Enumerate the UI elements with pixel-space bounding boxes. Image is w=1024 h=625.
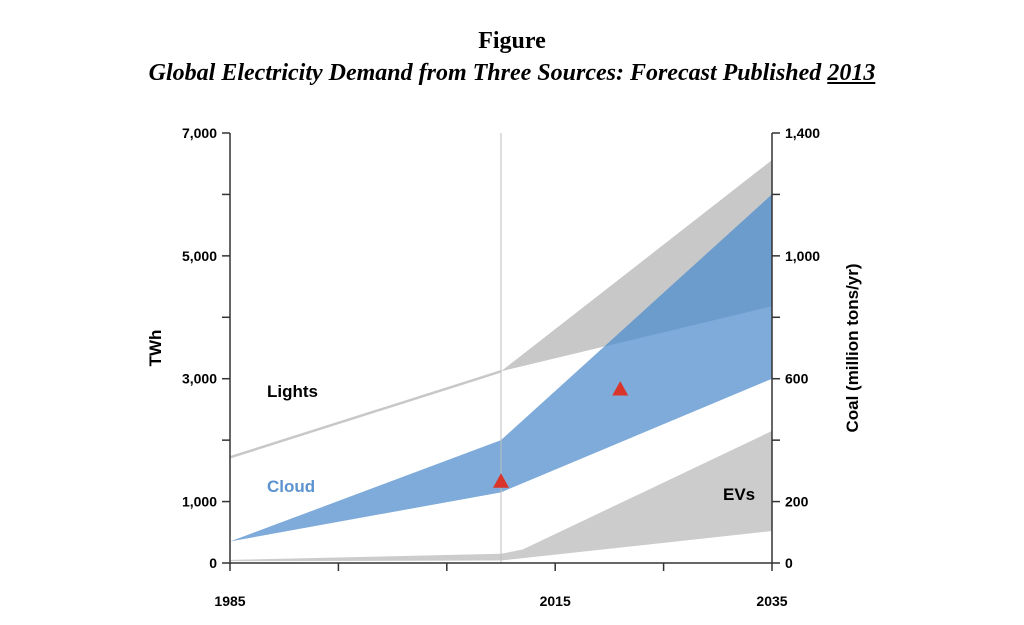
y2-axis-title: Coal (million tons/yr) <box>843 263 862 432</box>
chart-subtitle: Global Electricity Demand from Three Sou… <box>0 60 1024 87</box>
y2-tick-label: 0 <box>785 555 793 571</box>
chart-areas <box>229 133 772 563</box>
evs-band <box>230 430 772 562</box>
chart-axes <box>222 132 780 571</box>
x-tick-label: 1985 <box>214 593 245 609</box>
y-tick-label: 7,000 <box>182 125 217 141</box>
series-label-evs: EVs <box>723 485 755 504</box>
cloud-lights-overlap <box>604 194 772 347</box>
x-tick-label: 2015 <box>540 593 571 609</box>
figure-title: Figure <box>478 28 546 54</box>
y-tick-label: 1,000 <box>182 494 217 510</box>
triangle-marker-2 <box>612 381 629 396</box>
triangle-marker-1 <box>493 473 509 488</box>
y-axis-title: TWh <box>146 330 165 367</box>
chart-labels: 0 1,000 3,000 5,000 7,000 0 200 600 1,000 1,400 19… <box>146 125 862 609</box>
y2-tick-label: 1,000 <box>785 248 820 264</box>
y2-tick-label: 600 <box>785 371 809 387</box>
x-tick-label: 2035 <box>756 593 787 609</box>
subtitle-text: Global Electricity Demand from Three Sou… <box>148 60 828 86</box>
series-label-cloud: Cloud <box>267 477 315 496</box>
y-tick-label: 3,000 <box>182 371 217 387</box>
y2-tick-label: 1,400 <box>785 125 820 141</box>
y-tick-label: 5,000 <box>182 248 217 264</box>
y2-tick-label: 200 <box>785 494 809 510</box>
series-label-lights: Lights <box>267 382 318 401</box>
lights-history-line <box>229 370 502 459</box>
subtitle-year: 2013 <box>827 60 876 86</box>
y-tick-label: 0 <box>209 555 217 571</box>
